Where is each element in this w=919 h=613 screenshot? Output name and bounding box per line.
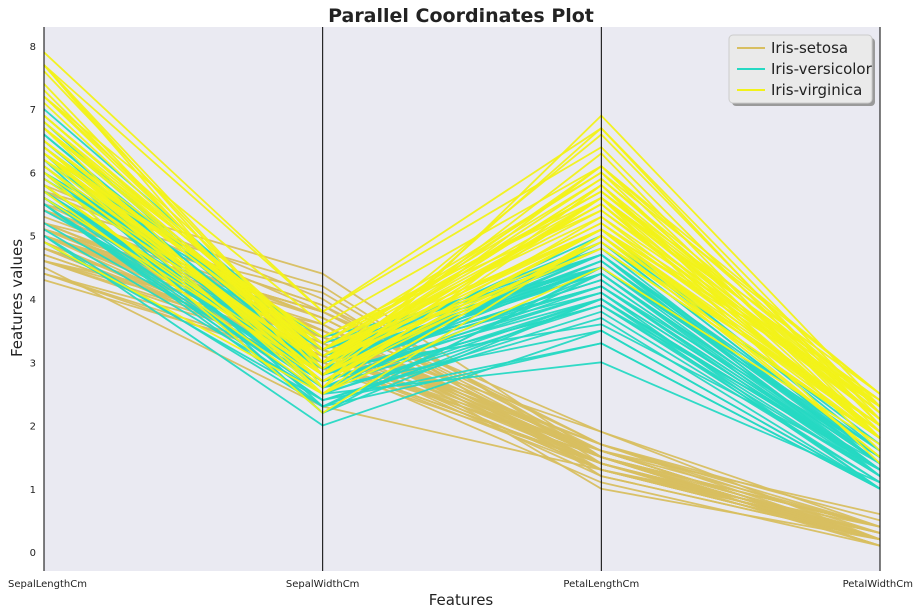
legend-label: Iris-versicolor xyxy=(771,60,873,78)
y-tick-label: 3 xyxy=(30,358,36,369)
x-tick-label: PetalLengthCm xyxy=(563,579,639,590)
y-tick-label: 7 xyxy=(30,105,36,116)
y-tick-label: 5 xyxy=(30,232,36,243)
data-line xyxy=(43,171,881,458)
x-axis-title: Features xyxy=(429,591,494,609)
series-lines xyxy=(43,51,881,547)
y-tick-label: 6 xyxy=(30,168,36,179)
data-line xyxy=(43,241,881,446)
legend-label: Iris-setosa xyxy=(771,39,848,57)
x-tick-label: PetalWidthCm xyxy=(843,579,913,590)
data-line xyxy=(43,228,881,484)
legend: Iris-setosa Iris-versicolor Iris-virginica xyxy=(728,34,875,106)
data-line xyxy=(43,203,881,471)
data-line xyxy=(43,140,881,427)
data-line xyxy=(43,64,881,427)
y-axis-title: Features values xyxy=(8,239,26,357)
x-ticks: SepalLengthCm SepalWidthCm PetalLengthCm Pe… xyxy=(8,579,913,590)
x-tick-label: SepalWidthCm xyxy=(286,579,360,590)
y-tick-label: 0 xyxy=(30,548,36,559)
y-tick-label: 4 xyxy=(30,295,36,306)
data-line xyxy=(43,159,881,408)
data-line xyxy=(43,178,881,439)
data-line xyxy=(43,234,881,490)
data-line xyxy=(43,127,881,395)
y-tick-label: 1 xyxy=(30,485,36,496)
data-line xyxy=(43,203,881,490)
y-ticks: 0 1 2 3 4 5 6 7 8 xyxy=(30,42,36,559)
feature-axes xyxy=(43,27,881,571)
legend-label: Iris-virginica xyxy=(771,81,862,99)
y-tick-label: 2 xyxy=(30,422,36,433)
data-line xyxy=(43,64,881,414)
x-tick-label: SepalLengthCm xyxy=(8,579,87,590)
data-line xyxy=(43,95,881,395)
y-tick-label: 8 xyxy=(30,42,36,53)
data-line xyxy=(43,184,881,433)
legend-box xyxy=(728,34,873,104)
series-2 xyxy=(43,51,881,465)
data-line xyxy=(43,127,881,401)
data-line xyxy=(43,146,881,414)
chart-title: Parallel Coordinates Plot xyxy=(328,5,594,27)
